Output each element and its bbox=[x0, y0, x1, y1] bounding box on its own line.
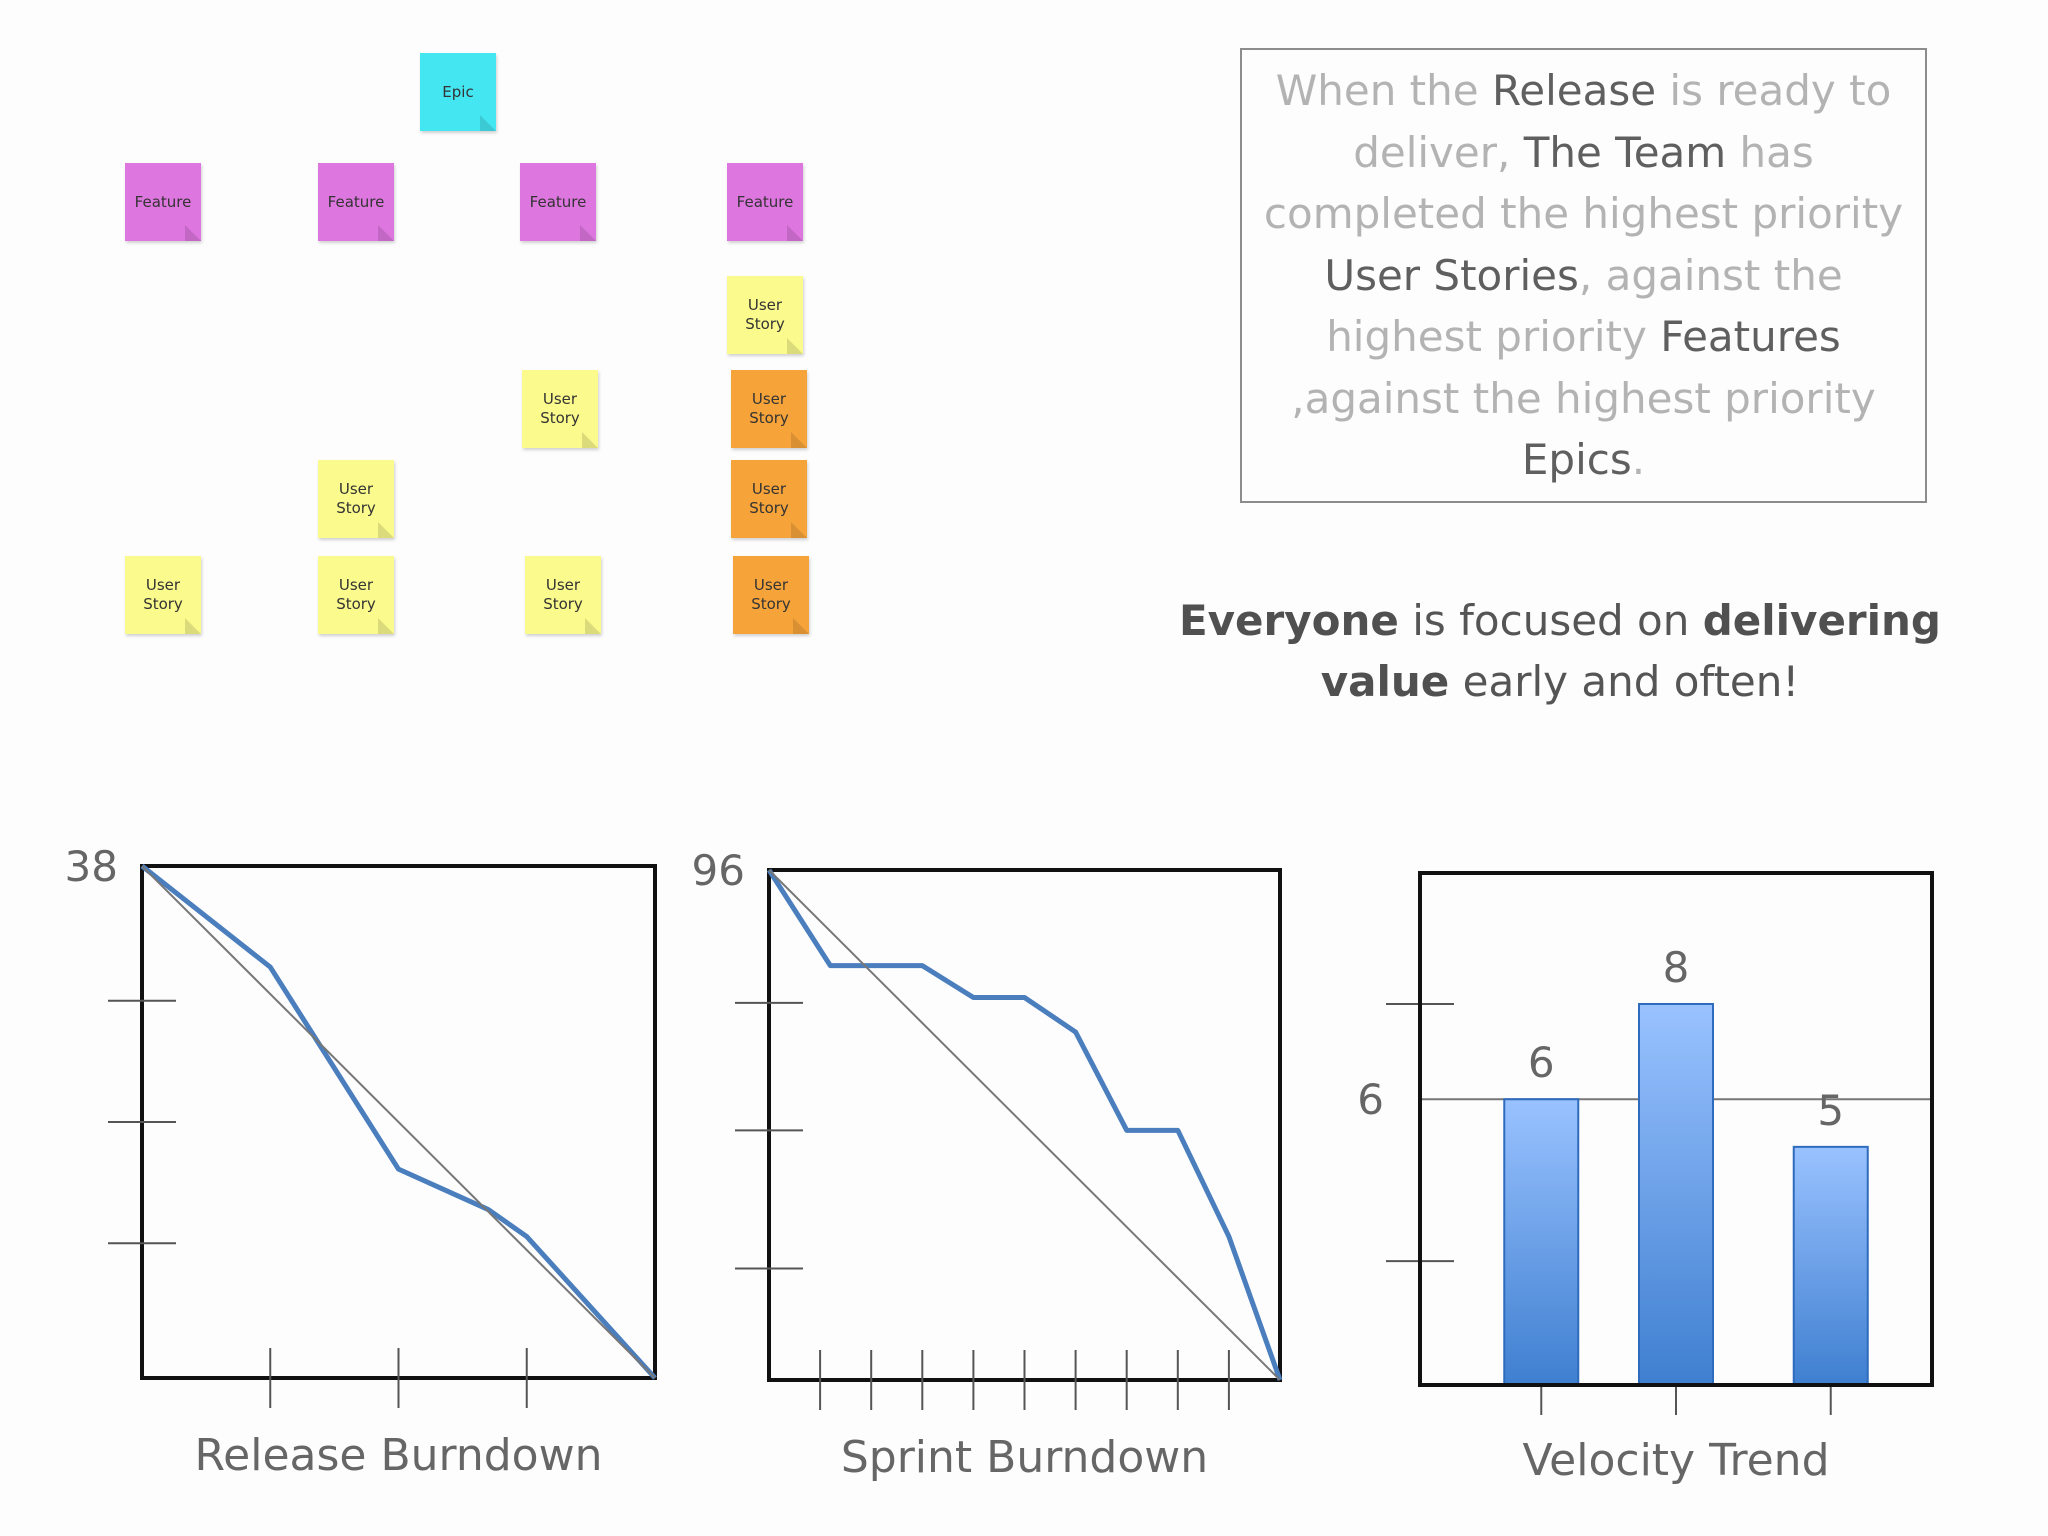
user-story-note: User Story bbox=[318, 460, 394, 538]
text-segment: has completed the highest priority bbox=[1263, 127, 1904, 239]
user-story-note: User Story bbox=[525, 556, 601, 634]
text-segment: is ready to deliver, bbox=[1353, 66, 1892, 177]
plot-frame bbox=[1418, 871, 1934, 1387]
user-story-note: User Story bbox=[727, 276, 803, 354]
text-segment-highlight: Epics bbox=[1521, 435, 1632, 484]
ideal-burndown-line bbox=[768, 869, 1281, 1381]
y-max-label: 38 bbox=[65, 842, 118, 891]
bar-value-label: 5 bbox=[1817, 1086, 1844, 1135]
text-segment-highlight: Features bbox=[1660, 312, 1841, 361]
text-segment-highlight: User Stories bbox=[1324, 250, 1579, 300]
user-story-note: User Story bbox=[522, 370, 598, 448]
text-segment: ,against the highest priority bbox=[1291, 373, 1876, 423]
release-definition-box: When the Release is ready to deliver, Th… bbox=[1240, 48, 1927, 503]
velocity-bar bbox=[1503, 1098, 1580, 1386]
y-max-label: 96 bbox=[692, 846, 745, 895]
text-segment: . bbox=[1631, 435, 1646, 484]
slogan: Everyone is focused on delivering value … bbox=[1160, 590, 1960, 712]
ideal-burndown-line bbox=[141, 865, 656, 1379]
epic-note: Epic bbox=[420, 53, 496, 131]
velocity-bar bbox=[1792, 1145, 1869, 1387]
velocity-bar bbox=[1638, 1002, 1714, 1386]
user-story-note: User Story bbox=[318, 556, 394, 634]
bar-value-label: 8 bbox=[1663, 943, 1690, 992]
sprint-burndown-chart: 96 Sprint Burndown bbox=[692, 846, 1283, 1483]
user-story-note-done: User Story bbox=[731, 460, 807, 538]
bar-value-label: 6 bbox=[1528, 1038, 1555, 1087]
user-story-note-done: User Story bbox=[733, 556, 809, 634]
slogan-bold: delivering value bbox=[1320, 596, 1941, 706]
feature-note: Feature bbox=[125, 163, 201, 241]
slogan-text: early and often! bbox=[1449, 657, 1800, 706]
text-segment: When the bbox=[1275, 66, 1492, 115]
chart-title: Velocity Trend bbox=[1522, 1435, 1829, 1486]
text-segment-highlight: The Team bbox=[1523, 127, 1727, 177]
velocity-trend-chart: 6 8 5 6 Velocity Trend bbox=[1357, 871, 1934, 1486]
reference-value-label: 6 bbox=[1357, 1075, 1384, 1124]
text-segment-highlight: Release bbox=[1491, 66, 1657, 115]
feature-note: Feature bbox=[727, 163, 803, 241]
chart-title: Sprint Burndown bbox=[841, 1432, 1208, 1483]
user-story-note-done: User Story bbox=[731, 370, 807, 448]
slogan-text: is focused on bbox=[1398, 596, 1703, 645]
feature-note: Feature bbox=[520, 163, 596, 241]
chart-title: Release Burndown bbox=[195, 1430, 603, 1481]
release-burndown-chart: 38 Release Burndown bbox=[65, 842, 657, 1481]
actual-burndown-line bbox=[140, 864, 657, 1380]
slogan-bold: Everyone bbox=[1178, 596, 1399, 645]
user-story-note: User Story bbox=[125, 556, 201, 634]
actual-burndown-line bbox=[766, 868, 1283, 1381]
feature-note: Feature bbox=[318, 163, 394, 241]
text-segment: , against the highest priority bbox=[1326, 250, 1843, 362]
